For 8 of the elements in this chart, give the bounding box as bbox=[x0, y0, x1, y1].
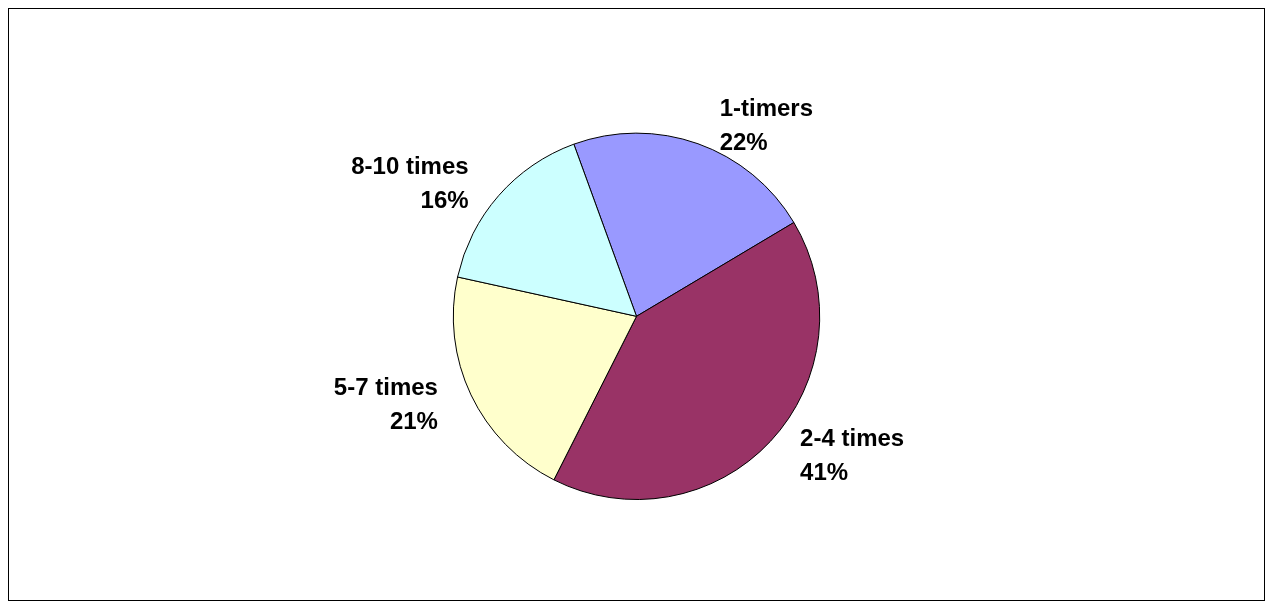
slice-label: 1-timers bbox=[719, 94, 814, 122]
slice-label: 2-4 times bbox=[800, 424, 905, 452]
data-label: 22% bbox=[719, 128, 768, 156]
slice-label: 5-7 times bbox=[333, 372, 438, 400]
data-label: 16% bbox=[420, 185, 469, 213]
data-label: 21% bbox=[389, 406, 438, 434]
slice-label: 8-10 times bbox=[351, 151, 469, 179]
data-label: 41% bbox=[800, 458, 849, 486]
